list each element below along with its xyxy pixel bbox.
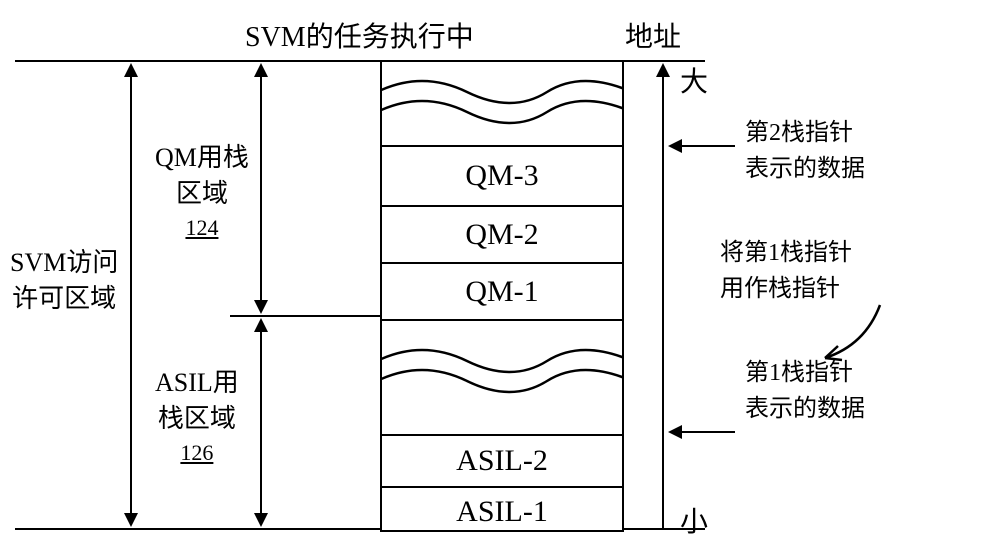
tick-outer-top [120, 60, 140, 62]
wavy-break-qm [382, 62, 622, 145]
cell-asil-gap [382, 319, 622, 434]
label-asil-l2: 栈区域 [155, 401, 239, 437]
label-mid-note: 将第1栈指针 用作栈指针 [720, 235, 852, 307]
label-svm-access-l2: 许可区域 [10, 281, 118, 317]
tick-asil-bot [250, 528, 270, 530]
label-p1-l1: 第1栈指针 [745, 355, 865, 391]
cell-qm2: QM-2 [382, 205, 622, 262]
label-qm-l2: 区域 [155, 176, 249, 212]
label-asil-l1: ASIL用 [155, 365, 239, 401]
label-qm-l1: QM用栈 [155, 140, 249, 176]
label-asil-num: 126 [155, 438, 239, 469]
arrow-pointer-2 [670, 145, 735, 147]
diagram-root: SVM的任务执行中 地址 SVM访问 许可区域 QM用栈 区域 124 ASIL… [10, 10, 990, 538]
tick-outer-bot [120, 528, 140, 530]
cell-asil1: ASIL-1 [382, 486, 622, 536]
label-qm-region: QM用栈 区域 124 [155, 140, 249, 244]
label-addr-small: 小 [680, 500, 708, 540]
label-p2-l2: 表示的数据 [745, 151, 865, 187]
cell-asil2: ASIL-2 [382, 434, 622, 486]
arrow-address-axis [662, 65, 664, 528]
arrow-pointer-1 [670, 431, 735, 433]
label-p1-l2: 表示的数据 [745, 391, 865, 427]
label-asil-region: ASIL用 栈区域 126 [155, 365, 239, 469]
label-svm-access: SVM访问 许可区域 [10, 245, 118, 318]
cell-qm-gap [382, 62, 622, 145]
label-p2-l1: 第2栈指针 [745, 115, 865, 151]
cell-qm3: QM-3 [382, 145, 622, 205]
arrow-qm-range [260, 65, 262, 312]
label-pointer-1: 第1栈指针 表示的数据 [745, 355, 865, 427]
wavy-break-asil [382, 321, 622, 434]
cell-qm1: QM-1 [382, 262, 622, 319]
tick-qm-top [250, 60, 270, 62]
title-top-left: SVM的任务执行中 [245, 15, 474, 55]
title-top-right: 地址 [625, 15, 681, 55]
stack-box: QM-3 QM-2 QM-1 ASIL-2 ASIL-1 [380, 60, 624, 532]
arrow-outer-range [130, 65, 132, 525]
label-qm-num: 124 [155, 213, 249, 244]
label-svm-access-l1: SVM访问 [10, 245, 118, 281]
label-addr-big: 大 [680, 60, 708, 100]
rule-mid-split [230, 315, 380, 317]
arrow-asil-range [260, 320, 262, 525]
label-mid-l1: 将第1栈指针 [720, 235, 852, 271]
label-pointer-2: 第2栈指针 表示的数据 [745, 115, 865, 187]
